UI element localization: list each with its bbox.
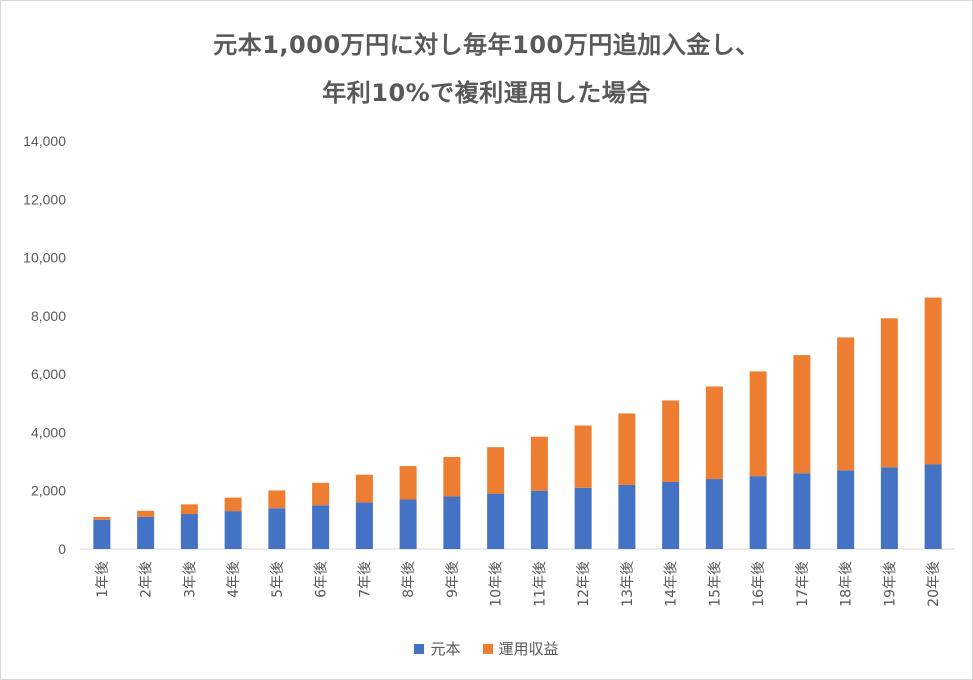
x-tick-label: 13年後 xyxy=(620,561,636,607)
bar-segment-series-1 xyxy=(443,496,461,549)
x-tick-label: 14年後 xyxy=(664,561,680,607)
bar-segment-series-1 xyxy=(268,508,286,549)
bar-segment-series-2 xyxy=(487,447,505,494)
bar-segment-series-2 xyxy=(749,371,767,477)
bar-segment-series-1 xyxy=(837,470,855,549)
bar-segment-series-1 xyxy=(93,519,111,549)
bar-segment-series-2 xyxy=(355,474,373,503)
bar-segment-series-1 xyxy=(705,479,723,549)
bar-segment-series-1 xyxy=(224,511,242,549)
chart-title-line-1: 元本1,000万円に対し毎年100万円追加入金し、 xyxy=(213,31,760,59)
bar-segment-series-2 xyxy=(443,456,461,497)
x-tick-label: 15年後 xyxy=(707,561,723,607)
bar-segment-series-2 xyxy=(837,337,855,471)
x-tick-label: 10年後 xyxy=(489,561,505,607)
x-tick-label: 8年後 xyxy=(401,561,417,598)
x-tick-label: 20年後 xyxy=(926,561,942,607)
bar-segment-series-2 xyxy=(618,413,636,485)
bar-segment-series-1 xyxy=(487,493,505,549)
bar-segment-series-1 xyxy=(137,516,155,549)
bar-segment-series-2 xyxy=(793,355,811,474)
bar-segment-series-1 xyxy=(880,467,898,549)
bar-segment-series-1 xyxy=(793,473,811,549)
bar-segment-series-1 xyxy=(180,514,198,549)
x-tick-label: 1年後 xyxy=(95,561,111,598)
bar-segment-series-1 xyxy=(618,484,636,549)
x-tick-label: 9年後 xyxy=(445,561,461,598)
x-tick-label: 4年後 xyxy=(226,561,242,598)
bar-segment-series-1 xyxy=(312,505,330,549)
bar-segment-series-1 xyxy=(530,490,548,549)
y-tick-label: 10,000 xyxy=(23,250,66,266)
x-tick-label: 11年後 xyxy=(532,561,548,607)
chart-legend: 元本 運用収益 xyxy=(0,638,973,659)
bar-segment-series-2 xyxy=(662,400,680,482)
y-tick-label: 0 xyxy=(58,541,66,557)
legend-item-series-1: 元本 xyxy=(414,638,461,659)
bar-segment-series-2 xyxy=(180,504,198,515)
bar-segment-series-2 xyxy=(312,482,330,506)
x-tick-label: 3年後 xyxy=(182,561,198,598)
y-tick-label: 4,000 xyxy=(31,424,66,440)
bar-segment-series-2 xyxy=(137,510,155,517)
bar-segment-series-2 xyxy=(574,425,592,488)
x-tick-label: 12年後 xyxy=(576,561,592,607)
bar-segment-series-1 xyxy=(355,502,373,549)
x-tick-label: 19年後 xyxy=(882,561,898,607)
bar-segment-series-2 xyxy=(93,516,111,520)
bar-segment-series-1 xyxy=(749,476,767,549)
x-tick-label: 16年後 xyxy=(751,561,767,607)
bar-segment-series-2 xyxy=(268,490,286,509)
legend-swatch-series-2 xyxy=(482,643,493,654)
bar-segment-series-2 xyxy=(399,466,417,500)
bar-segment-series-2 xyxy=(924,297,942,465)
y-tick-label: 2,000 xyxy=(31,483,66,499)
x-tick-label: 5年後 xyxy=(270,561,286,598)
legend-label-series-2: 運用収益 xyxy=(498,640,559,658)
bar-segment-series-2 xyxy=(880,318,898,468)
y-tick-label: 12,000 xyxy=(23,191,66,207)
chart-title-line-2: 年利10%で複利運用した場合 xyxy=(322,79,651,107)
bar-segment-series-1 xyxy=(662,481,680,549)
y-tick-label: 8,000 xyxy=(31,308,66,324)
x-tick-label: 18年後 xyxy=(839,561,855,607)
bar-segment-series-2 xyxy=(224,497,242,512)
legend-swatch-series-1 xyxy=(414,643,425,654)
y-tick-label: 6,000 xyxy=(31,366,66,382)
x-tick-label: 2年後 xyxy=(139,561,155,598)
bar-segment-series-1 xyxy=(574,487,592,549)
legend-item-series-2: 運用収益 xyxy=(482,638,559,659)
legend-label-series-1: 元本 xyxy=(430,640,461,658)
y-tick-label: 14,000 xyxy=(23,133,66,149)
x-tick-label: 7年後 xyxy=(357,561,373,598)
x-tick-label: 17年後 xyxy=(795,561,811,607)
bar-segment-series-2 xyxy=(705,386,723,480)
x-tick-label: 6年後 xyxy=(314,561,330,598)
bar-segment-series-2 xyxy=(530,436,548,491)
bar-segment-series-1 xyxy=(399,499,417,549)
bar-segment-series-1 xyxy=(924,464,942,549)
